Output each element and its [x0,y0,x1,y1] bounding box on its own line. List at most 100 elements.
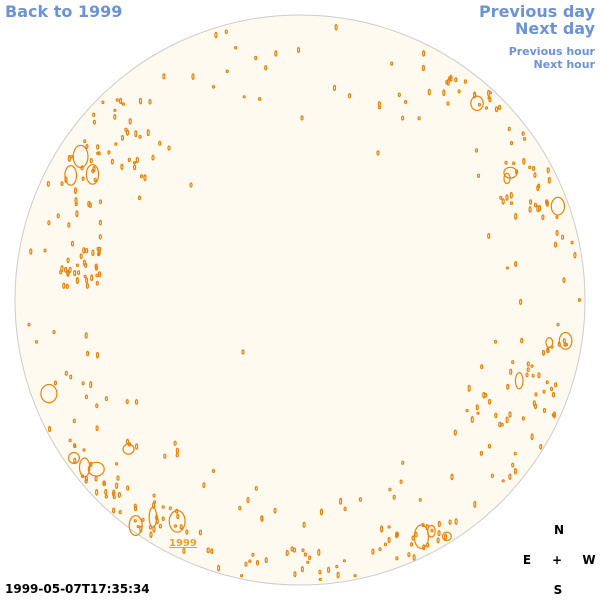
activity-contour [94,488,99,496]
activity-contour [273,507,277,514]
activity-contour [319,508,324,516]
previous-day-link[interactable]: Previous day [478,2,595,21]
previous-hour-link[interactable]: Previous hour [508,45,595,58]
activity-contour [343,506,347,512]
activity-contour [202,482,206,489]
activity-contour [334,23,338,31]
activity-contour [80,474,85,479]
activity-contour [74,202,78,207]
activity-contour [487,443,492,449]
activity-contour [397,92,401,98]
activity-contour [59,270,63,275]
activity-contour [149,531,153,539]
activity-contour [244,561,248,567]
activity-contour [148,99,152,105]
compass-east: E [522,553,532,567]
activity-contour [138,134,142,139]
activity-contour [520,337,524,344]
activity-contour [73,269,77,277]
activity-contour [141,517,145,522]
activity-contour [117,491,122,498]
activity-contour [113,113,117,120]
activity-contour [43,248,47,253]
activity-contour [500,422,504,427]
activity-contour [238,505,242,511]
activity-contour [501,198,505,205]
activity-contour [124,127,128,132]
activity-contour [476,411,480,415]
activity-contour [493,339,498,344]
activity-contour [161,516,165,522]
activity-contour [80,165,84,171]
activity-contour [380,525,384,533]
activity-contour [89,158,93,164]
activity-contour [118,97,123,105]
activity-contour [148,524,152,530]
activity-contour [395,531,399,538]
activity-contour [422,50,426,57]
activity-contour [470,416,474,424]
activity-contour [104,396,109,402]
activity-contour [152,493,156,498]
activity-contour [507,126,511,132]
activity-contour [335,564,339,569]
activity-contour [153,500,157,505]
activity-contour [399,479,403,484]
activity-contour [66,257,70,264]
activity-contour [551,391,556,398]
activity-contour [136,524,140,529]
activity-contour [104,488,108,496]
activity-contour [533,172,537,178]
activity-contour [185,529,189,535]
activity-contour [533,202,538,208]
activity-contour [211,469,216,474]
next-day-link[interactable]: Next day [515,19,595,38]
activity-contour [522,136,527,141]
activity-contour [505,194,509,201]
activity-contour [47,220,51,226]
activity-contour [457,89,461,94]
activity-contour [555,229,559,236]
activity-contour [121,102,126,106]
next-hour-link[interactable]: Next hour [533,58,596,71]
activity-contour [85,144,89,150]
activity-contour [60,181,64,187]
activity-contour [115,98,119,102]
activity-contours [27,23,582,582]
activity-contour [300,566,304,573]
activity-contour [113,108,117,113]
activity-contour [444,533,448,541]
activity-contour [70,240,75,247]
activity-contour [562,277,566,284]
activity-contour [95,280,99,286]
activity-contour [75,263,80,268]
activity-contour [67,154,72,162]
activity-contour [95,425,99,432]
activity-contour [470,95,484,112]
activity-contour [87,461,105,477]
activity-contour [562,338,566,344]
activity-contour [134,130,138,138]
activity-contour [378,547,382,552]
activity-contour [173,524,177,528]
activity-contour [63,266,68,273]
activity-contour [76,270,81,276]
activity-contour [336,571,340,579]
activity-contour [82,259,87,266]
activity-contour [318,569,322,575]
activity-contour [327,566,331,574]
activity-contour [474,148,479,153]
year-link[interactable]: 1999 [169,538,197,549]
solar-disk [14,14,586,586]
activity-contour [488,398,492,405]
activity-contour [412,554,416,561]
activity-contour [217,564,221,572]
activity-contour [501,479,505,483]
activity-contour [64,370,68,376]
activity-contour [118,509,122,515]
activity-contour [484,106,489,110]
activity-contour [97,151,101,156]
activity-contour [436,537,440,544]
back-to-year-link[interactable]: Back to 1999 [5,2,123,21]
activity-contour [353,573,357,578]
